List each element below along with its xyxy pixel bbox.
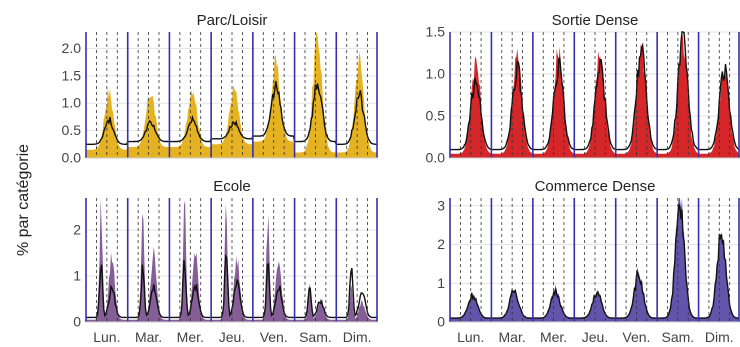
- x-tick-label: Dim.: [705, 329, 734, 345]
- y-tick-label: 1.0: [62, 95, 82, 111]
- x-tick-label: Mer.: [540, 329, 567, 345]
- x-tick-label: Ven.: [622, 329, 650, 345]
- series-line: [86, 80, 377, 145]
- x-tick-label: Sam.: [299, 329, 332, 345]
- x-tick-label: Jeu.: [582, 329, 608, 345]
- y-tick-label: 1.5: [426, 24, 446, 40]
- y-axis-label: % par catégorie: [15, 144, 32, 256]
- y-tick-label: 0.5: [426, 108, 446, 124]
- x-tick-label: Ven.: [260, 329, 288, 345]
- panel-title: Commerce Dense: [535, 178, 656, 195]
- series-line: [450, 204, 739, 319]
- panel-title: Sortie Dense: [552, 12, 639, 29]
- y-tick-label: 1.0: [426, 66, 446, 82]
- series-line: [86, 253, 377, 319]
- series-area: [86, 198, 378, 322]
- panel-title: Parc/Loisir: [197, 12, 268, 29]
- x-tick-label: Sam.: [662, 329, 695, 345]
- y-tick-label: 0: [73, 314, 81, 330]
- y-tick-label: 1: [73, 268, 81, 284]
- y-tick-label: 1.5: [62, 67, 82, 83]
- chart-panels: Parc/Loisir 0.0 0.5 1.0 1.5 2.0 Sortie Dense 0.…: [62, 12, 740, 330]
- panel-2: Ecole 0 1 2: [73, 178, 378, 330]
- y-tick-label: 1: [437, 275, 445, 291]
- x-tick-label: Lun.: [457, 329, 484, 345]
- panel-title: Ecole: [213, 178, 251, 195]
- y-tick-label: 0: [437, 314, 445, 330]
- series-line: [450, 31, 740, 151]
- y-tick-label: 2: [437, 236, 445, 252]
- panel-3: Commerce Dense 0 1 2 3: [437, 178, 740, 330]
- x-tick-label: Mer.: [177, 329, 204, 345]
- y-tick-label: 0.0: [426, 150, 446, 166]
- x-tick-label: Mar.: [499, 329, 526, 345]
- y-tick-label: 3: [437, 197, 445, 213]
- x-tick-label: Jeu.: [219, 329, 245, 345]
- panel-1: Sortie Dense 0.0 0.5 1.0 1.5: [426, 12, 740, 166]
- y-tick-label: 2: [73, 222, 81, 238]
- x-tick-label: Lun.: [93, 329, 120, 345]
- y-tick-label: 0.5: [62, 122, 82, 138]
- y-tick-label: 2.0: [62, 40, 82, 56]
- x-tick-label: Mar.: [135, 329, 162, 345]
- y-tick-label: 0.0: [62, 150, 82, 166]
- x-tick-label: Dim.: [343, 329, 372, 345]
- panel-0: Parc/Loisir 0.0 0.5 1.0 1.5 2.0: [62, 12, 378, 166]
- x-axis-day-labels: Lun. Mar. Mer. Jeu. Ven. Sam. Dim. Lun. Mar. Mer.…: [93, 329, 733, 345]
